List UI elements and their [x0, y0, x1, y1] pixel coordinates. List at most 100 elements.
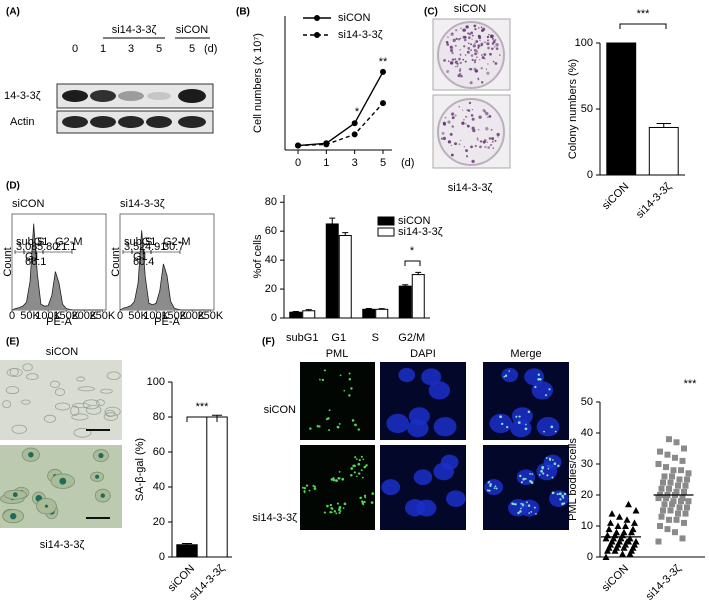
x-tick-label: 100K: [143, 310, 169, 322]
point: [664, 526, 671, 533]
gate-name: subG1: [124, 236, 156, 248]
gate-name: G2-M: [163, 236, 191, 248]
pml-dot: [525, 423, 527, 426]
point: [631, 519, 638, 526]
micrograph: [300, 445, 375, 530]
western-blot: si14-3-3ζ siCON 0 1 3 5 5 (d) 14-3-3ζ Ac…: [4, 24, 217, 134]
colony-dot: [464, 60, 467, 63]
colony-dot: [481, 56, 485, 60]
point: [626, 534, 634, 542]
colony-dot: [472, 44, 476, 48]
pml-dot: [537, 377, 540, 381]
pml-dot: [546, 474, 549, 477]
colony-dot: [480, 67, 483, 70]
cell: [85, 405, 102, 415]
pml-dot: [359, 496, 362, 500]
pml-dot: [488, 489, 491, 492]
colony-dot: [489, 52, 492, 56]
colony-dot: [485, 68, 488, 70]
pml-dot: [487, 481, 490, 484]
band: [62, 116, 88, 128]
pml-dot: [514, 503, 517, 506]
point: [684, 476, 690, 483]
colony-dot: [482, 108, 486, 112]
point: [676, 476, 683, 483]
nucleus: [398, 367, 416, 383]
point: [619, 550, 626, 557]
pml-dot: [528, 512, 531, 514]
point: [323, 141, 330, 148]
y-tick-label: 50: [581, 396, 593, 408]
point: [607, 519, 614, 526]
pml-dot: [313, 487, 317, 490]
colony-dot: [442, 122, 447, 126]
pml-dot: [325, 418, 328, 421]
y-tick-label: 40: [581, 427, 593, 439]
pml-dot: [543, 430, 545, 433]
pml-dot: [542, 472, 545, 475]
point: [380, 100, 386, 107]
pml-dot: [318, 425, 321, 428]
dish: [437, 98, 505, 166]
panel-label: (E): [6, 337, 19, 348]
gate-value: 60.4: [133, 256, 154, 268]
point: [351, 120, 358, 127]
nucleus: [433, 417, 457, 437]
pml-dot: [319, 378, 321, 381]
band: [146, 116, 172, 128]
point: [681, 519, 687, 526]
cell: [104, 406, 121, 417]
pml-dot: [331, 507, 334, 510]
colony-dot: [470, 145, 473, 149]
colony-dot: [477, 52, 479, 54]
pml-dot: [558, 492, 562, 496]
cell: [72, 402, 91, 409]
colony-dot: [472, 128, 476, 133]
y-tick-label: 30: [581, 458, 593, 470]
point: [681, 445, 687, 452]
pml-dot: [529, 473, 531, 475]
point: [679, 495, 686, 502]
pml-dot: [551, 491, 555, 495]
pml-dot: [524, 427, 528, 431]
cell: [26, 373, 39, 380]
stain: [100, 493, 105, 498]
colony-dot: [449, 46, 454, 50]
point: [679, 457, 686, 464]
nucleus: [524, 368, 545, 386]
colony-dot: [474, 61, 476, 64]
colony-dot: [494, 139, 497, 142]
colony-dot: [474, 144, 477, 148]
colony-dot: [492, 40, 496, 43]
x-tick-label: siCON: [600, 181, 631, 212]
colony-dot: [454, 58, 457, 61]
gate-name: subG1: [16, 236, 48, 248]
colony-dot: [488, 137, 492, 140]
x-tick-label: 250K: [198, 310, 224, 322]
row-label: Actin: [10, 116, 34, 128]
pml-dot: [533, 506, 536, 509]
colony-dot: [478, 115, 482, 119]
colony-dot: [456, 63, 458, 65]
nucleus: [428, 381, 451, 400]
pml-dot: [519, 474, 522, 478]
point: [663, 464, 669, 471]
nucleus: [413, 469, 433, 486]
nucleus: [536, 462, 558, 481]
pml-dot: [562, 496, 565, 499]
point: [681, 488, 687, 495]
pml-dot: [494, 485, 497, 488]
pml-dot: [486, 489, 489, 492]
pml-dot: [326, 504, 329, 508]
cell: [106, 371, 121, 381]
pml-dot: [303, 487, 307, 490]
colony-dot: [490, 143, 493, 147]
colony-dot: [457, 74, 461, 78]
x-axis-label: PE-A: [46, 316, 72, 328]
pml-dot: [512, 503, 515, 506]
cell: [70, 405, 80, 417]
y-tick-label: 80: [153, 411, 165, 423]
colony-dot: [476, 137, 479, 139]
point: [657, 448, 663, 455]
colony-dot: [487, 146, 491, 149]
